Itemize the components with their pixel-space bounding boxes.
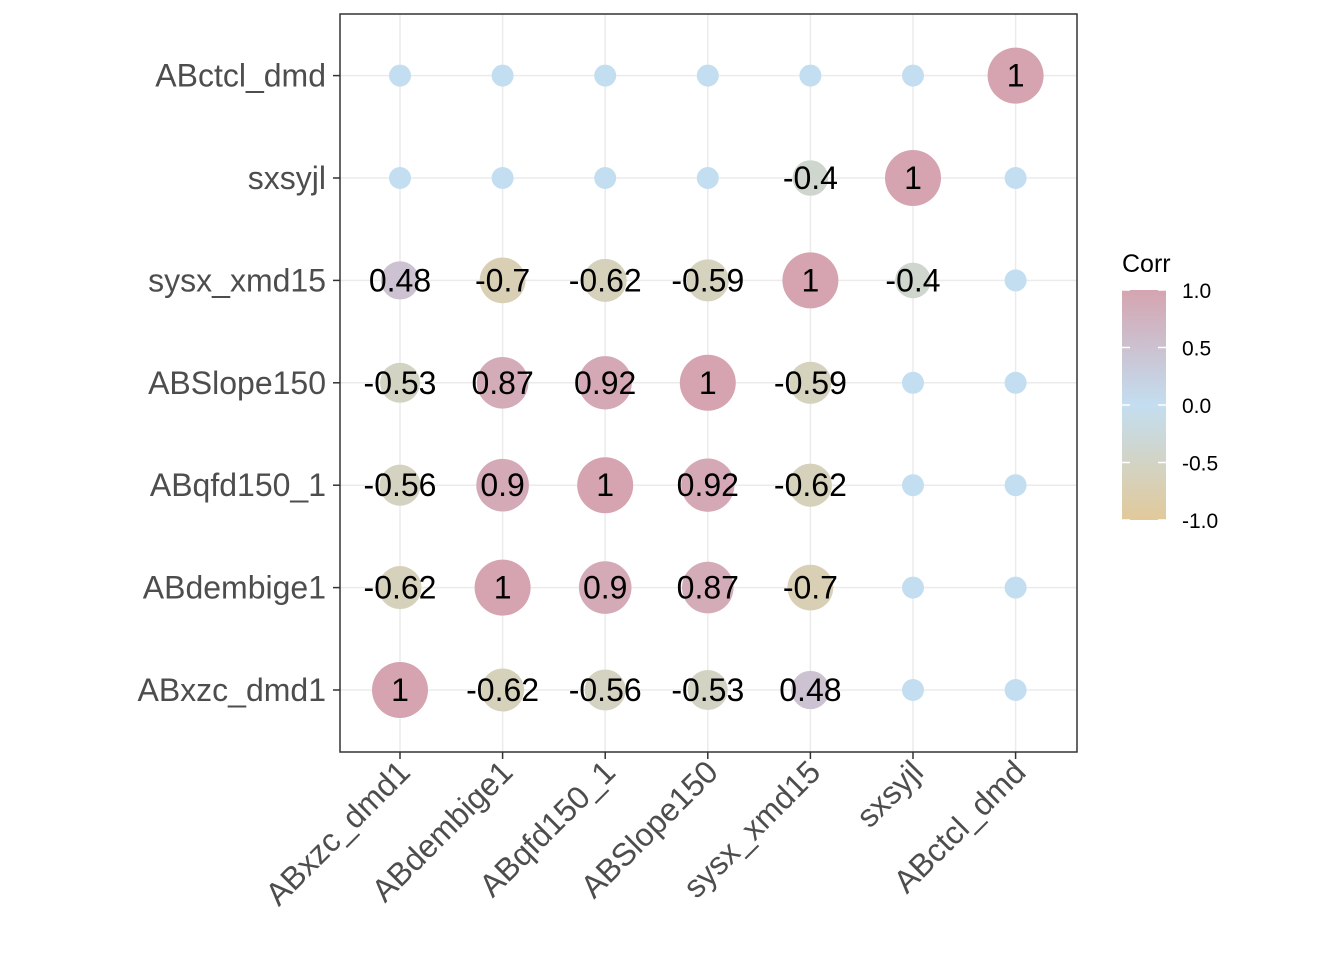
- corr-circle: [474, 559, 531, 616]
- corr-value-label: -0.59: [671, 262, 744, 298]
- corr-value-label: 0.48: [779, 672, 841, 708]
- corr-circle: [902, 679, 924, 701]
- corr-circle: [1004, 167, 1027, 189]
- corr-circle: [578, 356, 632, 410]
- x-tick-label: sxsyjl: [849, 753, 930, 834]
- corr-circle: [577, 457, 634, 514]
- legend-tick-label: 0.5: [1182, 338, 1211, 361]
- corr-circle: [787, 564, 834, 611]
- corr-circle: [788, 463, 832, 507]
- corr-circle: [1004, 269, 1027, 292]
- corr-value-label: -0.62: [364, 570, 437, 606]
- y-tick-label: sxsyjl: [248, 160, 326, 196]
- corr-value-label: -0.7: [783, 570, 838, 606]
- corr-value-label: -0.7: [475, 262, 530, 298]
- y-axis: ABxzc_dmd1 ABdembige1 ABqfd150_1 ABSlope150…: [137, 58, 340, 708]
- corr-circle: [687, 669, 728, 711]
- corr-circle: [792, 160, 829, 196]
- corr-value-label: 1: [1007, 58, 1025, 94]
- y-tick-label: ABdembige1: [143, 570, 326, 606]
- corr-circle: [594, 167, 617, 189]
- corr-value-label: 0.87: [471, 365, 533, 401]
- corr-circle: [782, 252, 839, 309]
- corr-circle: [379, 362, 421, 403]
- corr-circle: [491, 64, 514, 87]
- corr-circle: [791, 670, 830, 710]
- corr-circle: [681, 458, 735, 512]
- corr-value-label: 1: [802, 262, 820, 298]
- corr-value-label: -0.56: [569, 672, 642, 708]
- legend-tick-label: -0.5: [1182, 453, 1218, 476]
- corr-circle: [389, 64, 411, 87]
- corr-circle: [476, 458, 529, 512]
- corr-value-label: 0.9: [480, 467, 524, 503]
- y-tick-label: ABqfd150_1: [150, 467, 326, 503]
- corr-circle: [1004, 576, 1027, 599]
- corr-circle: [696, 64, 719, 87]
- corr-circle: [594, 64, 617, 87]
- corr-value-label: -0.62: [569, 262, 642, 298]
- corr-value-label: 0.92: [677, 467, 739, 503]
- corr-circle: [584, 669, 626, 711]
- y-tick-label: ABxzc_dmd1: [137, 672, 326, 708]
- corr-circle: [1004, 474, 1027, 497]
- corr-circle: [987, 47, 1044, 104]
- corr-value-label: 0.48: [369, 262, 431, 298]
- corr-value-label: 1: [596, 467, 614, 503]
- corr-circle: [379, 464, 421, 506]
- corr-circle: [895, 262, 931, 299]
- y-tick-label: sysx_xmd15: [148, 262, 326, 298]
- corr-circle: [578, 561, 632, 614]
- corr-circle: [476, 357, 529, 409]
- correlation-labels: 1 -0.62 -0.56 -0.53 0.48 -0.62 1 0.9 0.87 -0.7 -0.…: [364, 58, 1025, 708]
- corr-circle: [902, 474, 924, 497]
- legend-ticks: 1.0 0.5 0.0 -0.5 -1.0: [1122, 280, 1218, 533]
- corr-value-label: -0.53: [671, 672, 744, 708]
- legend: Corr 1.0 0.5 0.0 -0.5 -1.0: [1122, 250, 1218, 533]
- corr-value-label: -0.53: [364, 365, 437, 401]
- y-tick-label: ABSlope150: [148, 365, 326, 401]
- corr-value-label: 1: [699, 365, 717, 401]
- corr-value-label: -0.62: [774, 467, 847, 503]
- corr-circle: [479, 257, 526, 304]
- corr-value-label: 0.92: [574, 365, 636, 401]
- corr-value-label: 0.9: [583, 570, 627, 606]
- corr-circle: [686, 259, 729, 302]
- corr-value-label: -0.59: [774, 365, 847, 401]
- corr-circle: [378, 566, 422, 610]
- legend-tick-label: -1.0: [1182, 510, 1218, 533]
- corr-value-label: 1: [904, 160, 922, 196]
- corr-circle: [679, 354, 736, 411]
- x-axis: ABxzc_dmd1ABdembige1ABqfd150_1ABSlope150…: [258, 752, 1033, 912]
- correlation-circles: [372, 47, 1044, 718]
- legend-tick-label: 1.0: [1182, 280, 1211, 303]
- corr-circle: [389, 167, 411, 189]
- corr-circle: [380, 261, 420, 300]
- corr-circle: [799, 64, 822, 87]
- corr-circle: [682, 561, 734, 614]
- corr-circle: [902, 576, 924, 599]
- corr-value-label: 1: [391, 672, 409, 708]
- corr-circle: [481, 668, 525, 712]
- legend-tick-label: 0.0: [1182, 395, 1211, 418]
- corr-value-label: -0.62: [466, 672, 539, 708]
- corr-value-label: -0.4: [783, 160, 838, 196]
- corr-circle: [902, 371, 924, 394]
- corr-circle: [885, 150, 941, 206]
- corr-value-label: -0.4: [885, 262, 940, 298]
- corr-value-label: -0.56: [364, 467, 437, 503]
- corr-circle: [372, 662, 428, 718]
- corr-circle: [491, 167, 514, 189]
- corr-circle: [1004, 679, 1027, 701]
- corr-circle: [696, 167, 719, 189]
- corr-circle: [789, 361, 832, 404]
- y-tick-label: ABctcl_dmd: [155, 58, 326, 94]
- corr-value-label: 0.87: [677, 570, 739, 606]
- corr-circle: [1004, 371, 1027, 394]
- corr-value-label: 1: [494, 570, 512, 606]
- legend-title: Corr: [1122, 250, 1171, 278]
- corr-circle: [583, 258, 627, 302]
- corr-circle: [902, 64, 924, 87]
